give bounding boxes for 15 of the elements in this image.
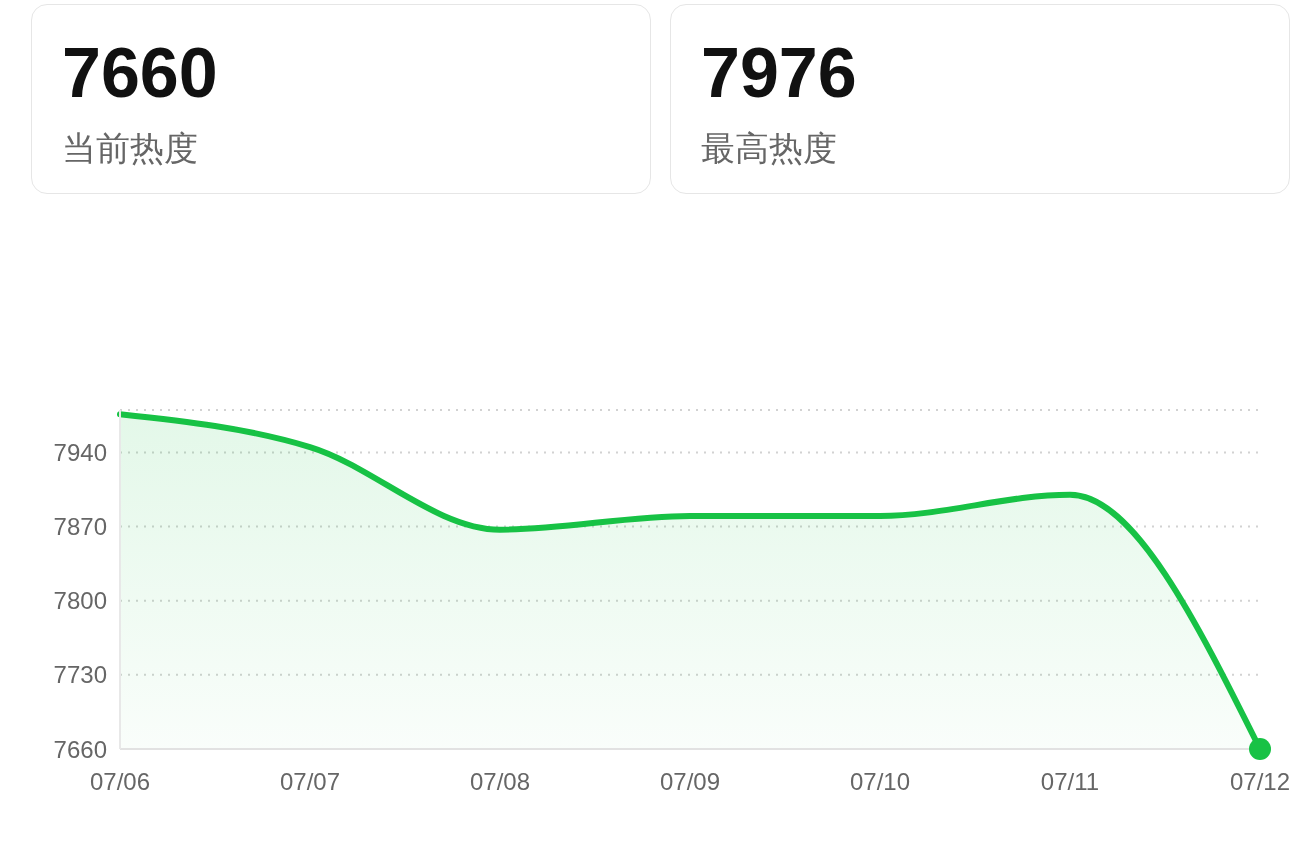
y-tick-label: 7660 — [53, 735, 107, 763]
x-tick-label: 07/06 — [89, 768, 151, 796]
text: 7976 — [701, 34, 857, 112]
y-tick-label: 7800 — [53, 587, 107, 615]
x-tick-label: 07/09 — [659, 768, 721, 796]
x-tick-label: 07/07 — [279, 768, 341, 796]
text: 最高热度 — [701, 128, 837, 169]
y-tick-label: 7730 — [53, 661, 107, 689]
x-tick-label: 07/08 — [469, 768, 531, 796]
x-tick-label: 07/12 — [1229, 768, 1291, 796]
y-tick-label: 7940 — [53, 438, 107, 466]
x-tick-label: 07/10 — [849, 768, 911, 796]
text: 当前热度 — [62, 128, 198, 169]
x-tick-label: 07/11 — [1040, 768, 1100, 796]
y-tick-label: 7870 — [53, 513, 107, 541]
